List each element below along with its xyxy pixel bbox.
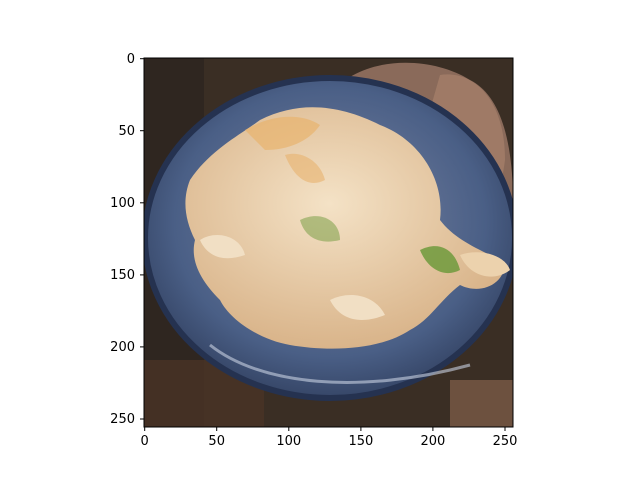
x-tick-label: 200 — [420, 434, 445, 449]
axes-frame — [143, 57, 514, 428]
y-tick-label: 0 — [127, 52, 135, 67]
x-tick-label: 250 — [493, 434, 518, 449]
x-tick-label: 150 — [348, 434, 373, 449]
x-tick-label: 100 — [276, 434, 301, 449]
y-tick-label: 50 — [118, 124, 135, 139]
y-tick-label: 150 — [110, 268, 135, 283]
x-axis: 0 50 100 150 200 250 — [141, 427, 518, 449]
y-axis: 0 50 100 150 200 250 — [110, 52, 144, 427]
x-tick-label: 0 — [141, 434, 149, 449]
y-tick-label: 100 — [110, 196, 135, 211]
y-tick-label: 250 — [110, 412, 135, 427]
x-tick-label: 50 — [208, 434, 225, 449]
y-tick-label: 200 — [110, 340, 135, 355]
plot-image — [144, 58, 513, 427]
